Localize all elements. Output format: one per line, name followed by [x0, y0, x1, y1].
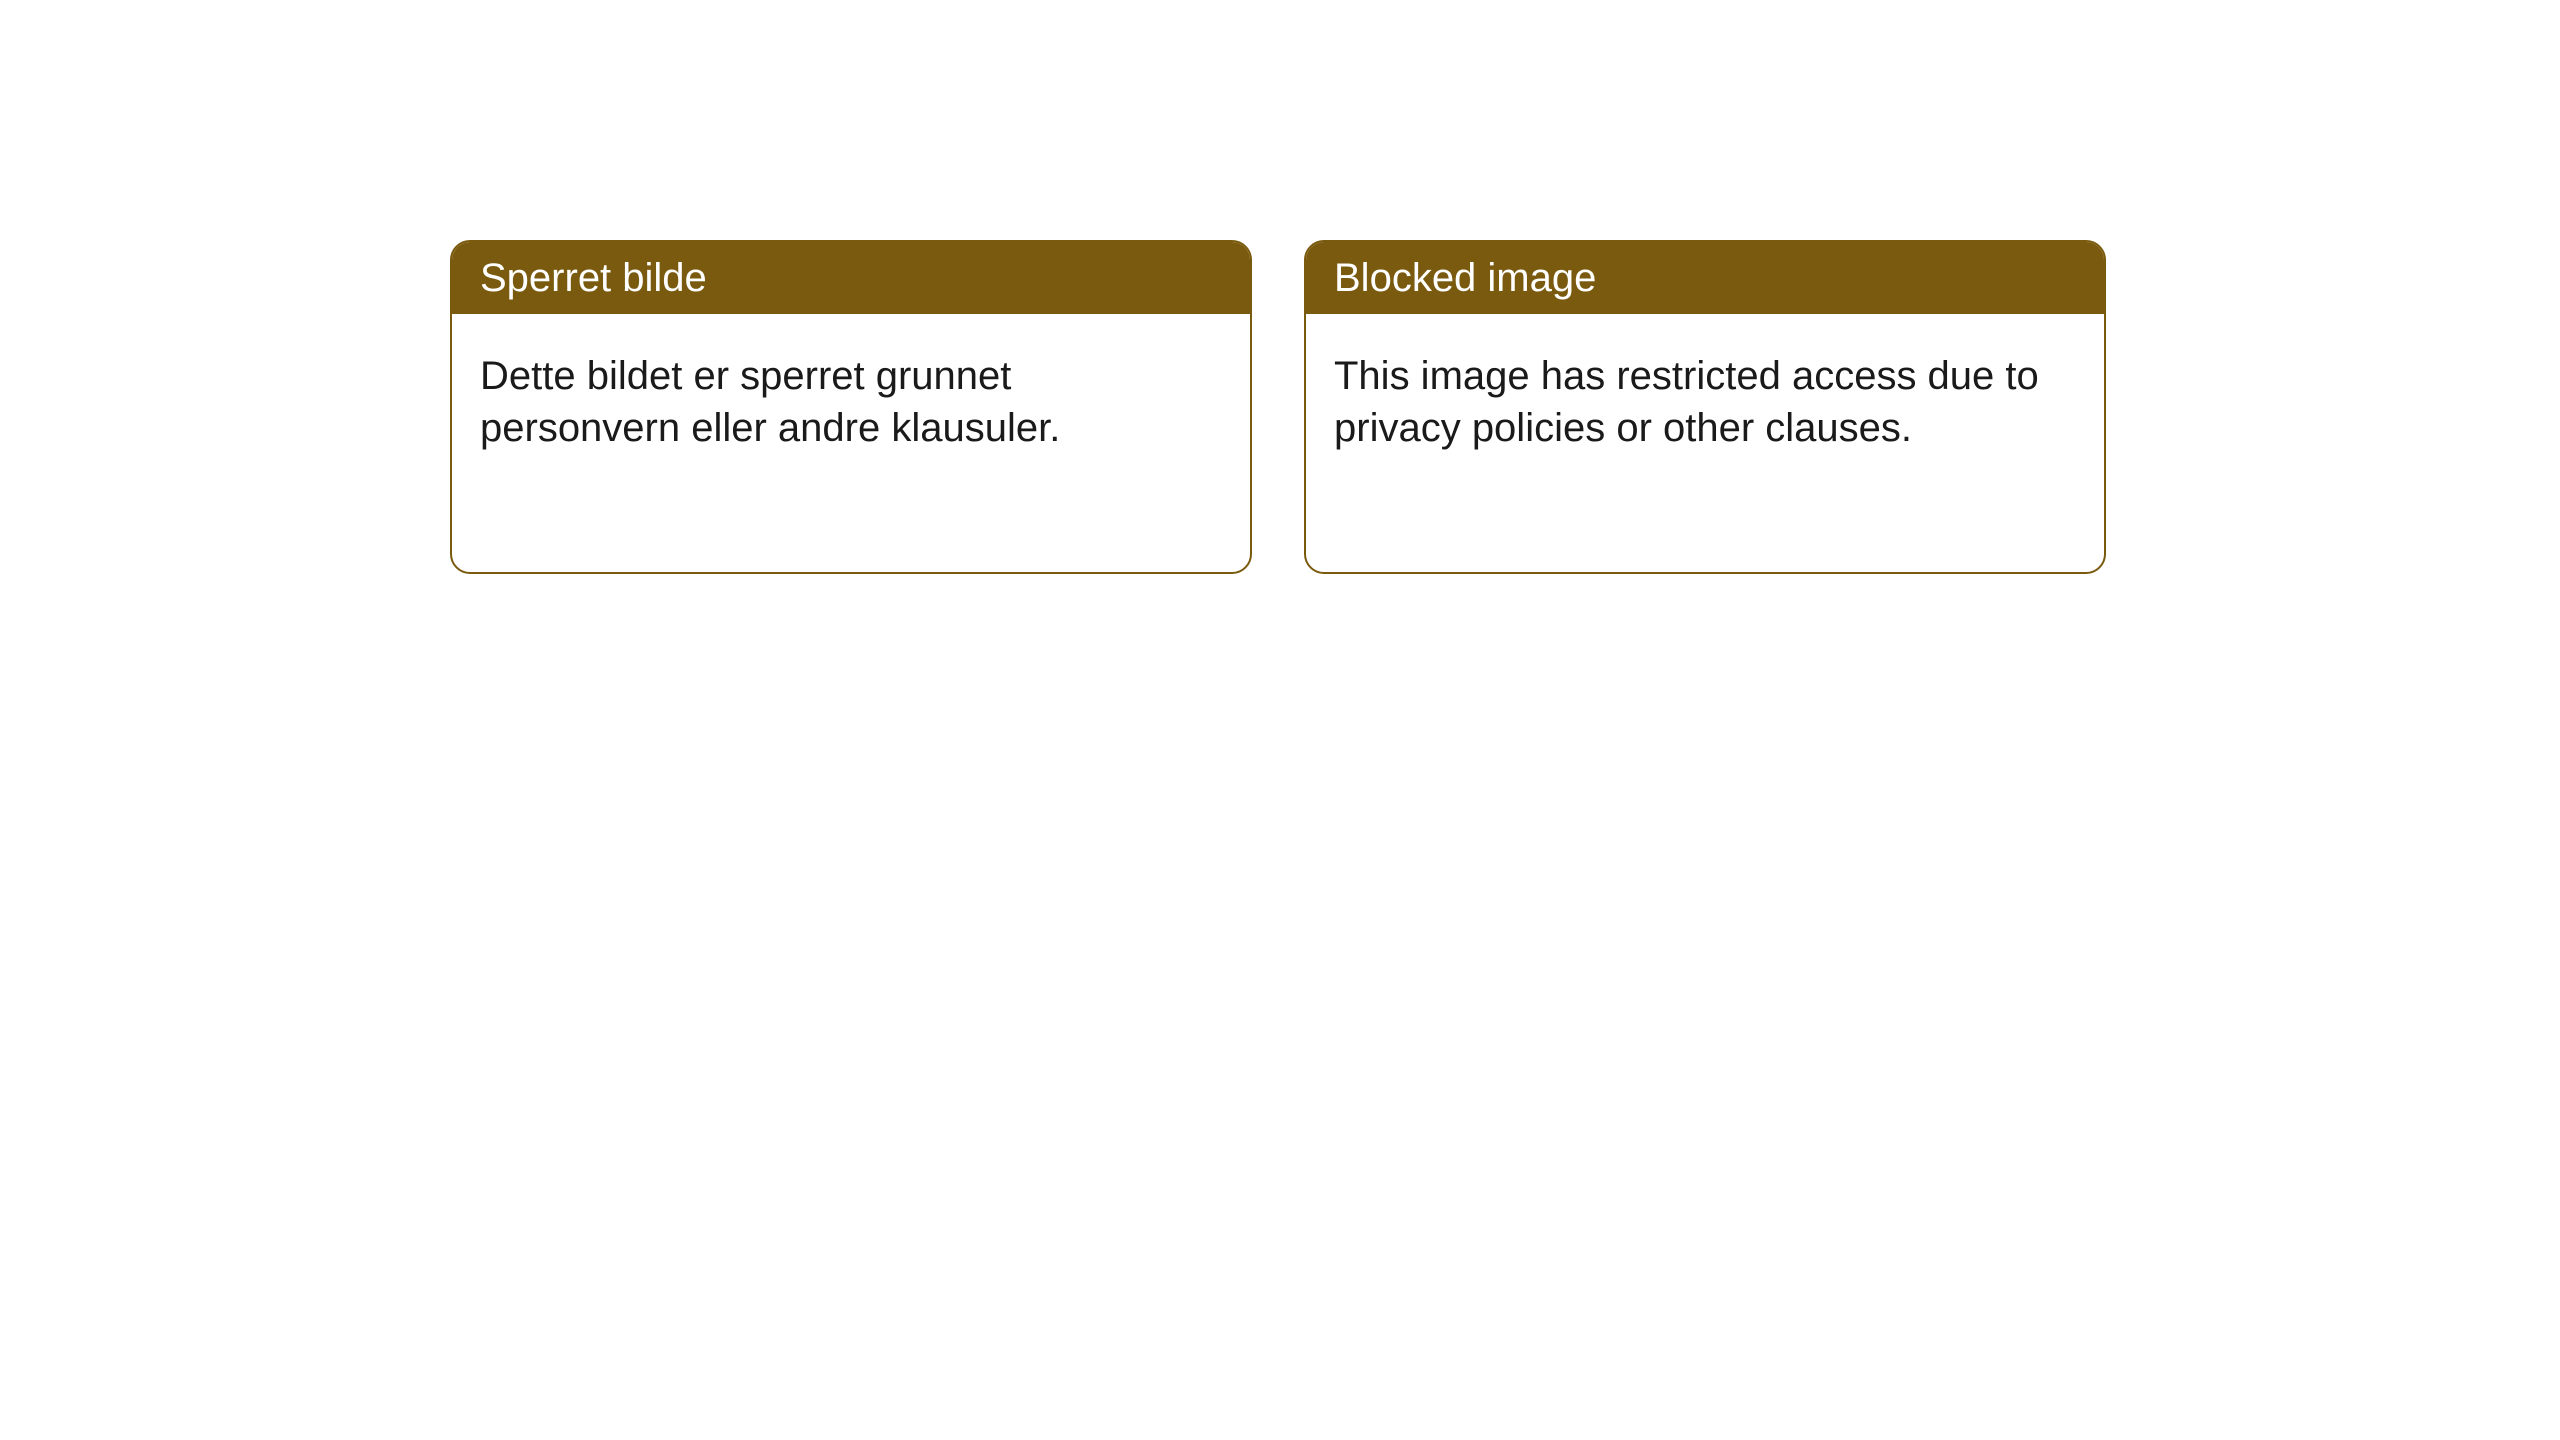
notice-card-english: Blocked image This image has restricted …	[1304, 240, 2106, 574]
notice-container: Sperret bilde Dette bildet er sperret gr…	[0, 0, 2560, 574]
notice-body-norwegian: Dette bildet er sperret grunnet personve…	[452, 314, 1250, 490]
notice-body-english: This image has restricted access due to …	[1306, 314, 2104, 490]
notice-title-english: Blocked image	[1306, 242, 2104, 314]
notice-title-norwegian: Sperret bilde	[452, 242, 1250, 314]
notice-card-norwegian: Sperret bilde Dette bildet er sperret gr…	[450, 240, 1252, 574]
